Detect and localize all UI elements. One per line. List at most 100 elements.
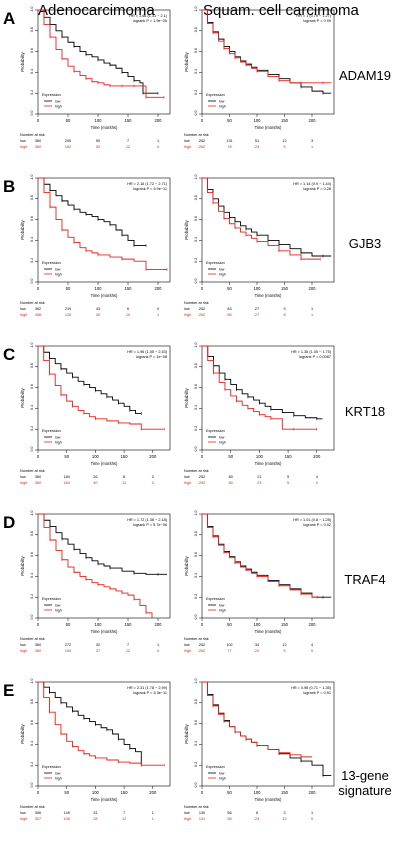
legend-title: Expression — [206, 765, 225, 769]
y-tick-label: 0.2 — [30, 90, 34, 95]
risk-count-high: 358 — [35, 313, 41, 317]
risk-count-high: 360 — [35, 649, 41, 653]
x-tick-label: 0 — [201, 286, 204, 291]
x-axis-label: Time (months) — [91, 629, 118, 634]
y-tick-label: 0.6 — [194, 384, 198, 389]
risk-table-title: Number at risk — [20, 637, 45, 641]
plot-frame — [201, 177, 335, 283]
legend-low-label: low — [55, 435, 61, 439]
legend-low-label: low — [55, 99, 61, 103]
x-tick-label: 0 — [37, 790, 40, 795]
km-chart-a-squamous: 0.0 0.2 0.4 0.6 0.8 1.0 0 50 100 150 200 Probabilit… — [184, 7, 335, 149]
legend-title: Expression — [42, 93, 61, 97]
risk-row-label-high: high — [184, 313, 191, 317]
x-tick-label: 200 — [309, 790, 317, 795]
risk-count-low: 184 — [64, 475, 70, 479]
risk-count-high: 10 — [126, 313, 130, 317]
risk-count-high: 106 — [64, 817, 70, 821]
risk-count-low: 4 — [316, 475, 318, 479]
y-tick-label: 0.2 — [194, 426, 198, 431]
risk-count-low: 1 — [311, 811, 313, 815]
risk-count-low: 130 — [199, 811, 205, 815]
x-tick-label: 100 — [256, 454, 264, 459]
legend-high-label: high — [55, 776, 62, 780]
y-tick-label: 0.0 — [194, 111, 198, 116]
risk-count-low: 32 — [96, 643, 100, 647]
risk-count-high: 40 — [93, 481, 97, 485]
x-axis-label: Time (months) — [255, 797, 282, 802]
risk-count-low: 360 — [35, 643, 41, 647]
risk-row-label-high: high — [20, 817, 27, 821]
x-tick-label: 200 — [155, 118, 163, 123]
y-tick-label: 0.6 — [30, 48, 34, 53]
risk-count-low: 83 — [227, 307, 231, 311]
risk-count-high: 12 — [126, 649, 130, 653]
risk-count-high: 1 — [157, 313, 159, 317]
survival-curve-high — [202, 681, 312, 758]
risk-count-high: 262 — [199, 145, 205, 149]
risk-count-high: 12 — [126, 145, 130, 149]
x-tick-label: 50 — [66, 622, 71, 627]
risk-row-label-low: low — [184, 643, 190, 647]
x-tick-label: 0 — [37, 622, 40, 627]
x-tick-label: 200 — [155, 622, 163, 627]
legend-high-label: high — [55, 608, 62, 612]
x-tick-label: 200 — [309, 622, 317, 627]
x-tick-label: 50 — [66, 118, 71, 123]
km-chart-a-adeno: 0.0 0.2 0.4 0.6 0.8 1.0 0 50 100 150 200 Probabilit… — [20, 7, 171, 149]
y-tick-label: 0.8 — [30, 531, 34, 536]
risk-row-label-high: high — [184, 481, 191, 485]
legend-low-label: low — [55, 267, 61, 271]
p-value-text: logrank P = 0.92 — [303, 523, 331, 527]
y-axis-label: Probability — [184, 219, 189, 239]
risk-count-low: 262 — [199, 643, 205, 647]
hr-text: HR = 1.96 (1.55 − 2.53) — [127, 350, 168, 354]
survival-curve-low — [202, 681, 332, 777]
hr-text: HR = 1.14 (0.9 − 1.44) — [293, 182, 332, 186]
legend-title: Expression — [42, 597, 61, 601]
panel-letter-e: E — [3, 681, 15, 700]
risk-count-high: 0 — [311, 817, 313, 821]
risk-count-high: 1 — [311, 313, 313, 317]
legend-low-label: low — [219, 99, 225, 103]
p-value-text: logrank P = 6.9e−11 — [133, 187, 167, 191]
risk-count-high: 12 — [282, 817, 286, 821]
risk-count-low: 7 — [123, 811, 125, 815]
risk-row-label-low: low — [20, 643, 26, 647]
risk-count-high: 37 — [96, 649, 100, 653]
risk-count-high: 30 — [96, 145, 100, 149]
legend-high-label: high — [55, 272, 62, 276]
legend-low-label: low — [219, 771, 225, 775]
x-axis-label: Time (months) — [91, 125, 118, 130]
survival-curve-high — [38, 681, 165, 766]
risk-count-low: 0 — [152, 475, 154, 479]
y-tick-label: 1.0 — [30, 343, 34, 348]
risk-row-label-high: high — [184, 649, 191, 653]
y-tick-label: 0.8 — [194, 699, 198, 704]
y-tick-label: 0.2 — [194, 762, 198, 767]
y-tick-label: 0.6 — [194, 216, 198, 221]
risk-count-low: 102 — [226, 643, 232, 647]
x-tick-label: 100 — [254, 622, 262, 627]
risk-count-low: 31 — [93, 811, 97, 815]
y-tick-label: 1.0 — [194, 511, 198, 516]
y-tick-label: 0.8 — [30, 699, 34, 704]
p-value-text: logrank P = 5.3e−11 — [133, 691, 167, 695]
survival-curve-low — [38, 345, 142, 415]
risk-count-low: 43 — [96, 307, 100, 311]
plot-frame — [37, 9, 171, 115]
x-tick-label: 200 — [313, 454, 321, 459]
y-tick-label: 0.0 — [30, 111, 34, 116]
x-tick-label: 100 — [95, 118, 103, 123]
legend-low-label: low — [219, 603, 225, 607]
risk-count-high: 80 — [229, 481, 233, 485]
hr-text: HR = 2.16 (1.72 − 2.71) — [127, 182, 168, 186]
km-chart-b-adeno: 0.00.20.40.60.81.00 50 100 150 200Probabilit… — [20, 175, 171, 317]
risk-count-high: 23 — [255, 817, 259, 821]
risk-row-label-high: high — [184, 145, 191, 149]
risk-count-low: 362 — [35, 307, 41, 311]
risk-count-low: 262 — [199, 139, 205, 143]
x-tick-label: 150 — [281, 286, 289, 291]
y-axis-label: Probability — [20, 51, 25, 71]
y-axis-label: Probability — [184, 723, 189, 743]
